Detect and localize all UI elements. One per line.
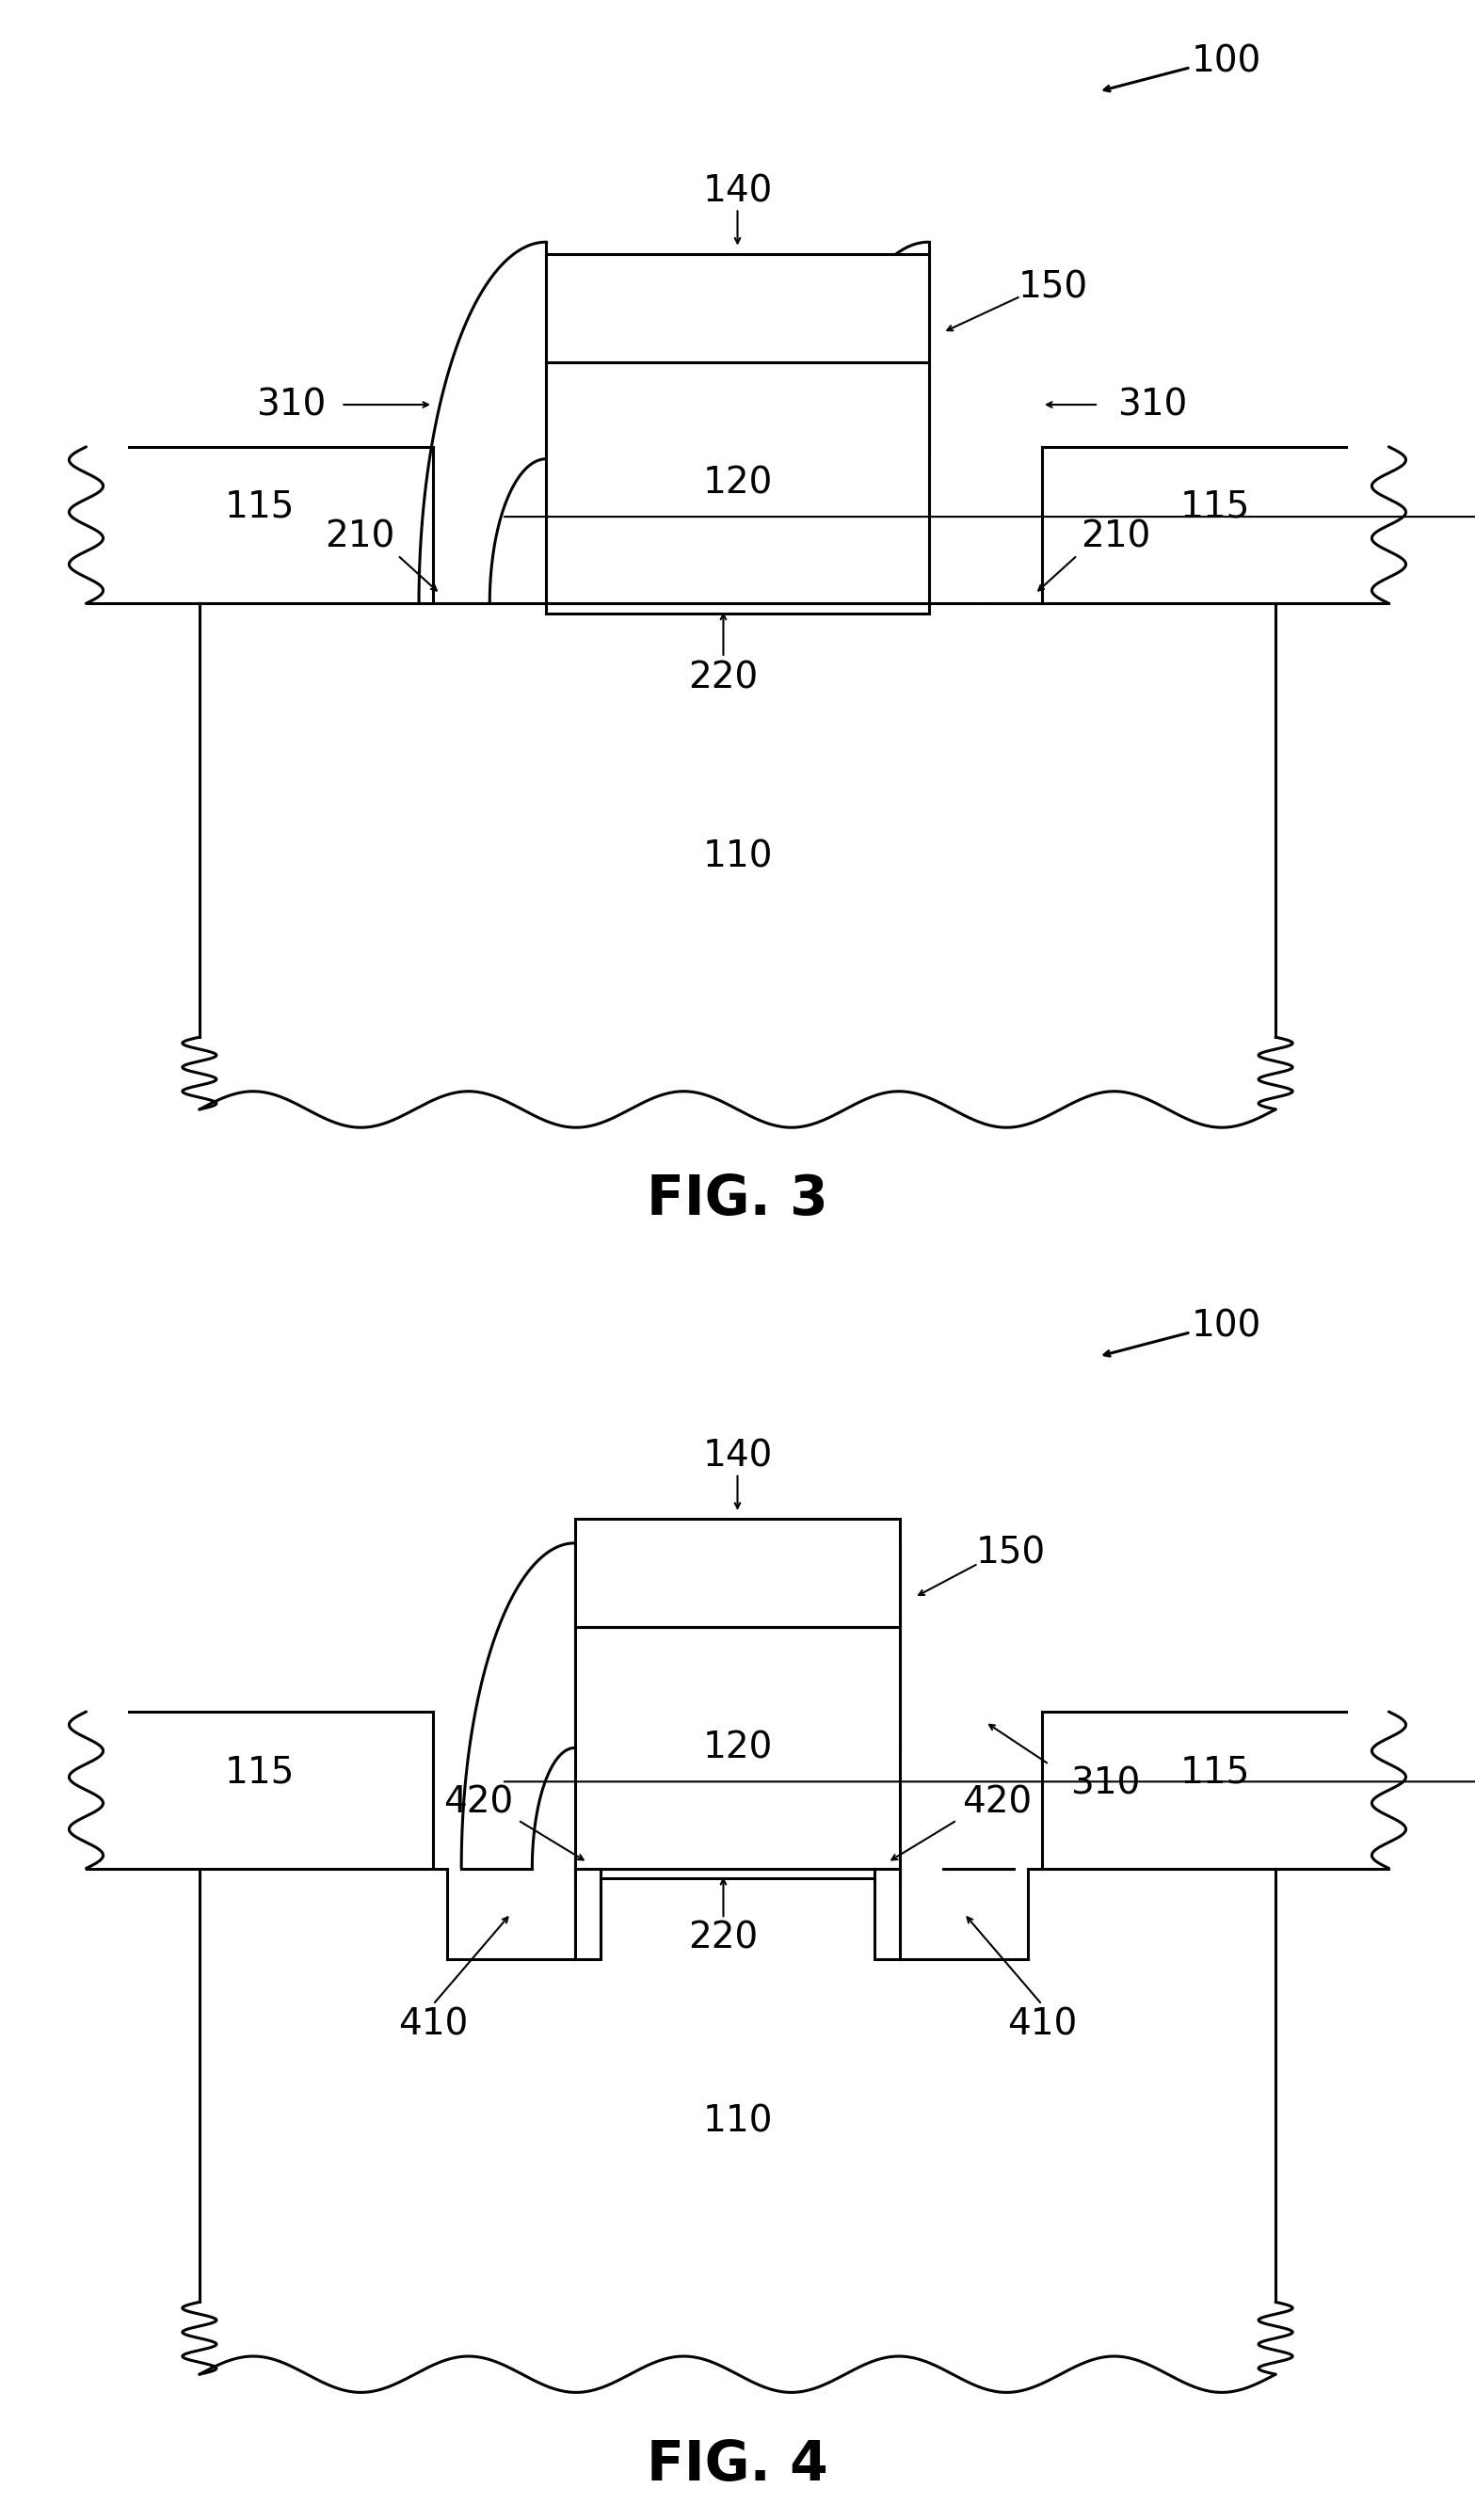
Text: 420: 420 (444, 1784, 513, 1819)
Text: 310: 310 (257, 386, 326, 423)
Bar (875, 1867, 900, 1958)
Text: 220: 220 (689, 1920, 758, 1956)
Text: 100: 100 (1190, 1308, 1261, 1343)
Bar (546, 363, 929, 602)
Text: 115: 115 (224, 1754, 295, 1789)
Bar (546, 602, 929, 612)
Bar (546, 255, 929, 363)
Text: 115: 115 (224, 489, 295, 524)
Bar (575, 1628, 900, 1867)
Text: 310: 310 (1118, 386, 1187, 423)
Text: 140: 140 (702, 1439, 773, 1474)
Text: 310: 310 (1071, 1767, 1140, 1802)
Text: 115: 115 (1180, 489, 1251, 524)
Text: 150: 150 (976, 1535, 1046, 1570)
Text: FIG. 4: FIG. 4 (646, 2437, 829, 2492)
Text: 220: 220 (689, 660, 758, 696)
Text: 100: 100 (1190, 43, 1261, 78)
Bar (575, 1520, 900, 1628)
Text: 210: 210 (324, 519, 394, 554)
Text: 210: 210 (1081, 519, 1150, 554)
Text: 420: 420 (962, 1784, 1031, 1819)
Text: 410: 410 (1007, 2006, 1077, 2044)
Text: FIG. 3: FIG. 3 (646, 1172, 829, 1227)
Text: 150: 150 (1018, 270, 1089, 305)
Text: 410: 410 (398, 2006, 468, 2044)
Text: 120: 120 (702, 466, 773, 501)
Bar (575, 1867, 600, 1958)
Text: 120: 120 (702, 1731, 773, 1767)
Text: 110: 110 (702, 2104, 773, 2139)
Text: 140: 140 (702, 174, 773, 209)
Bar (575, 1867, 900, 1877)
Text: 110: 110 (702, 839, 773, 874)
Text: 115: 115 (1180, 1754, 1251, 1789)
